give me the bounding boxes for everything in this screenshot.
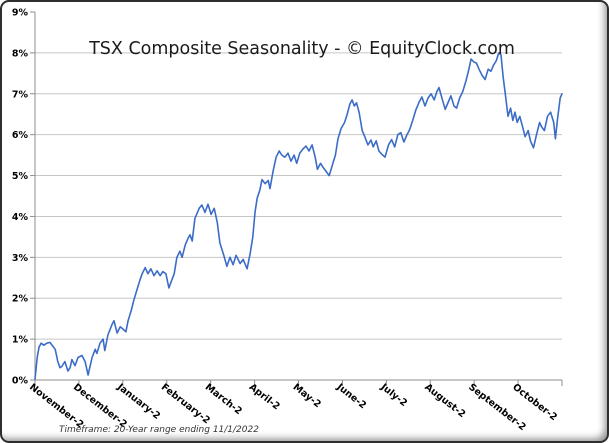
chart-footnote: Timeframe: 20-Year range ending 11/1/202… <box>59 425 259 435</box>
y-axis-tick-label: 3% <box>12 253 29 264</box>
y-axis-tick-label: 6% <box>12 130 29 141</box>
y-axis-tick-label: 9% <box>12 8 29 19</box>
y-axis-tick-label: 8% <box>12 48 29 59</box>
axes <box>30 11 563 386</box>
x-axis-tick-label: June-2 <box>334 381 368 411</box>
x-axis-tick-label: March-2 <box>203 382 244 417</box>
y-axis-tick-label: 2% <box>12 294 29 305</box>
y-axis-tick-label: 5% <box>12 171 29 182</box>
seasonality-series-line <box>34 52 563 381</box>
chart-title: TSX Composite Seasonality - © EquityCloc… <box>88 39 515 59</box>
y-axis-tick-label: 0% <box>12 376 29 387</box>
y-axis-labels: 0% 1% 2% 3% 4% 5% 6% 7% 8% 9% <box>12 8 29 387</box>
y-axis-tick-label: 7% <box>12 89 29 100</box>
x-axis-tick-label: April-2 <box>247 382 282 413</box>
x-axis-tick-label: May-2 <box>291 382 323 411</box>
x-axis-tick-label: July-2 <box>378 381 409 409</box>
y-axis-tick-label: 4% <box>12 212 29 223</box>
x-axis-tick-label: August-2 <box>422 382 467 420</box>
y-axis-tick-label: 1% <box>12 335 29 346</box>
gridlines <box>35 52 562 340</box>
